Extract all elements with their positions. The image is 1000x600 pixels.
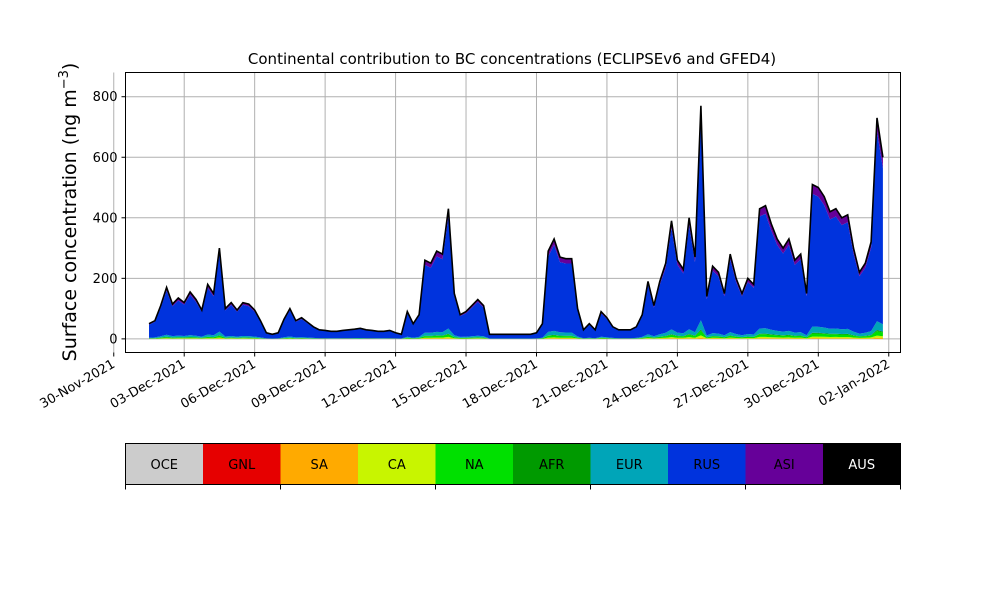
legend-label-eur: EUR (616, 458, 643, 473)
y-axis-label: Surface concentration (ng m−3) (57, 63, 81, 362)
legend-swatch-eur (590, 443, 668, 485)
x-tick-label: 30-Nov-2021 (37, 357, 117, 412)
x-tick-label: 21-Dec-2021 (531, 357, 611, 412)
legend-swatch-oce (125, 443, 203, 485)
legend-swatch-gnl (203, 443, 281, 485)
y-axis-label-superscript: −3 (57, 70, 72, 89)
x-tick-label: 06-Dec-2021 (178, 357, 258, 412)
legend-label-afr: AFR (539, 458, 564, 473)
x-tick-label: 12-Dec-2021 (319, 357, 399, 412)
total-outline (148, 105, 884, 336)
chart-title: Continental contribution to BC concentra… (248, 50, 776, 68)
y-tick-label: 600 (93, 151, 118, 166)
legend-label-gnl: GNL (228, 458, 256, 473)
area-eur (149, 320, 883, 339)
legend-frame (125, 443, 901, 485)
y-axis-label-suffix: ) (59, 63, 81, 70)
legend-swatch-rus (668, 443, 746, 485)
x-tick-label: 27-Dec-2021 (671, 357, 751, 412)
x-tick-label: 03-Dec-2021 (108, 357, 188, 412)
legend-label-oce: OCE (150, 458, 178, 473)
legend-swatch-afr (513, 443, 591, 485)
legend-swatch-aus (823, 443, 901, 485)
legend-label-asi: ASI (774, 458, 795, 473)
x-tick-label: 18-Dec-2021 (460, 357, 540, 412)
area-rus (149, 119, 883, 339)
stacked-areas (149, 105, 883, 339)
legend-swatch-na (435, 443, 513, 485)
legend-label-na: NA (465, 458, 484, 473)
plot-frame (125, 72, 901, 353)
legend-swatch-asi (745, 443, 823, 485)
legend-label-sa: SA (311, 458, 328, 473)
x-tick-label: 30-Dec-2021 (742, 357, 822, 412)
legend-colorbar: OCE GNL SA CA NA AFR EUR RUS ASI AUS (125, 443, 901, 490)
y-axis-label-main: Surface concentration (ng m (59, 89, 81, 361)
area-na (149, 330, 883, 339)
legend-label-rus: RUS (693, 458, 720, 473)
y-axis: 0 200 400 600 800 (93, 90, 126, 347)
legend-swatch-sa (280, 443, 358, 485)
area-sa (149, 337, 883, 339)
y-tick-label: 400 (93, 211, 118, 226)
y-tick-label: 0 (109, 332, 117, 347)
y-tick-label: 200 (93, 272, 118, 287)
legend-swatch-ca (358, 443, 436, 485)
area-afr (149, 329, 883, 339)
x-tick-label: 02-Jan-2022 (816, 357, 893, 410)
y-tick-label: 800 (93, 90, 118, 105)
legend-label-ca: CA (388, 458, 406, 473)
area-ca (149, 335, 883, 339)
legend-label-aus: AUS (848, 458, 875, 473)
x-tick-label: 24-Dec-2021 (601, 357, 681, 412)
x-tick-label: 09-Dec-2021 (249, 357, 329, 412)
x-tick-label: 15-Dec-2021 (390, 357, 470, 412)
x-axis: 30-Nov-202103-Dec-202106-Dec-202109-Dec-… (37, 352, 893, 412)
